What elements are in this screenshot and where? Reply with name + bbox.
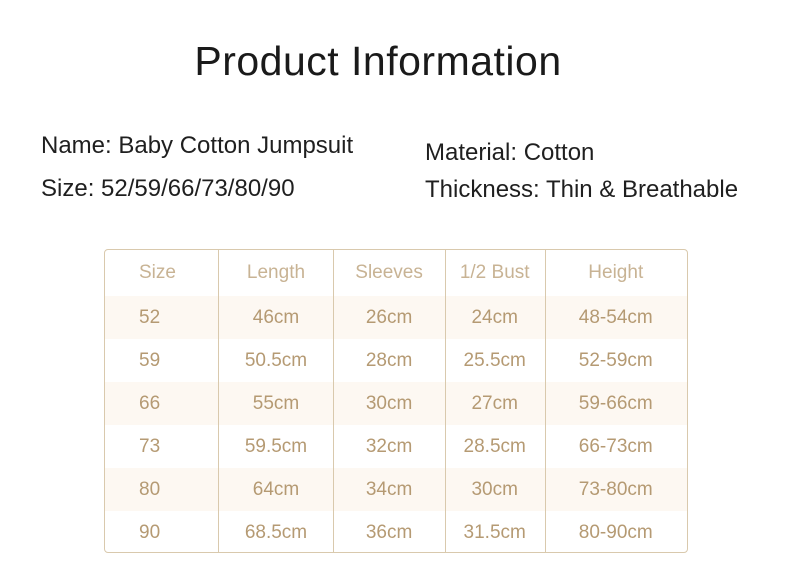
cell-height: 73-80cm [578, 478, 653, 500]
cell-size: 73 [139, 435, 161, 457]
cell-size: 80 [139, 478, 161, 500]
cell-half-bust: 31.5cm [463, 521, 526, 543]
cell-length: 68.5cm [244, 521, 308, 543]
table-row: 52 46cm 26cm 24cm 48-54cm [105, 296, 687, 339]
cell-sleeves: 36cm [365, 521, 413, 543]
cell-sleeves: 30cm [365, 392, 413, 414]
cell-height: 80-90cm [578, 521, 653, 543]
cell-height: 52-59cm [578, 349, 653, 371]
cell-size: 59 [139, 349, 161, 371]
table-header-row: Size Length Sleeves 1/2 Bust Height [105, 250, 687, 296]
cell-size: 66 [139, 392, 161, 414]
cell-sleeves: 32cm [365, 435, 413, 457]
cell-length: 64cm [252, 478, 300, 500]
header-length: Length [246, 262, 306, 283]
cell-height: 48-54cm [578, 306, 653, 328]
header-half-bust: 1/2 Bust [459, 262, 530, 283]
cell-length: 55cm [252, 392, 300, 414]
cell-sleeves: 28cm [365, 349, 413, 371]
product-name: Name: Baby Cotton Jumpsuit [41, 132, 354, 159]
cell-half-bust: 24cm [471, 306, 518, 328]
cell-size: 52 [139, 306, 161, 328]
table-row: 80 64cm 34cm 30cm 73-80cm [105, 468, 687, 511]
cell-height: 59-66cm [578, 392, 653, 414]
page-title: Product Information [194, 38, 562, 84]
cell-height: 66-73cm [578, 435, 653, 457]
table-row: 66 55cm 30cm 27cm 59-66cm [105, 382, 687, 425]
cell-half-bust: 28.5cm [463, 435, 526, 457]
header-size: Size [139, 262, 176, 283]
product-material: Material: Cotton [425, 139, 595, 166]
product-thickness: Thickness: Thin & Breathable [425, 176, 739, 203]
cell-sleeves: 26cm [365, 306, 413, 328]
cell-length: 59.5cm [244, 435, 308, 457]
column-divider [445, 250, 446, 552]
header-sleeves: Sleeves [355, 262, 423, 283]
size-chart-table: Size Length Sleeves 1/2 Bust Height 52 46… [104, 249, 688, 553]
cell-half-bust: 30cm [471, 478, 518, 500]
cell-length: 46cm [252, 306, 300, 328]
cell-half-bust: 27cm [471, 392, 518, 414]
cell-sleeves: 34cm [365, 478, 413, 500]
header-height: Height [588, 262, 644, 283]
column-divider [333, 250, 334, 552]
cell-size: 90 [139, 521, 161, 543]
column-divider [218, 250, 219, 552]
table-row: 73 59.5cm 32cm 28.5cm 66-73cm [105, 425, 687, 468]
cell-length: 50.5cm [244, 349, 308, 371]
column-divider [545, 250, 546, 552]
product-sizes: Size: 52/59/66/73/80/90 [41, 175, 295, 202]
table-row: 90 68.5cm 36cm 31.5cm 80-90cm [105, 511, 687, 552]
cell-half-bust: 25.5cm [463, 349, 526, 371]
table-row: 59 50.5cm 28cm 25.5cm 52-59cm [105, 339, 687, 382]
